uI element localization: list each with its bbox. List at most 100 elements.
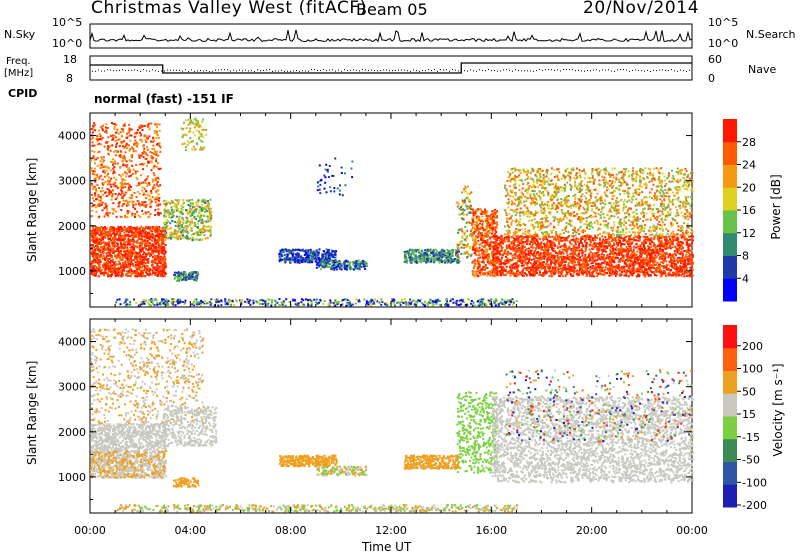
echo-cell [145, 271, 148, 274]
echo-cell [99, 256, 101, 259]
echo-cell [315, 254, 318, 257]
echo-cell [468, 245, 471, 248]
echo-cell [155, 250, 158, 253]
echo-cell [207, 200, 209, 202]
echo-cell [134, 257, 137, 260]
echo-cell [141, 163, 144, 166]
nave-dot [236, 70, 237, 72]
echo-cell [492, 220, 495, 223]
echo-cell [113, 230, 116, 233]
echo-cell [161, 227, 164, 230]
echo-cell [115, 178, 118, 181]
nave-dot [494, 70, 495, 72]
echo-cell [111, 242, 114, 245]
echo-cell [137, 153, 140, 156]
echo-cell [124, 265, 127, 268]
echo-cell [115, 210, 118, 213]
nave-dot [194, 70, 195, 72]
echo-cell [120, 245, 123, 248]
echo-cell [411, 251, 414, 254]
echo-cell [167, 220, 170, 223]
echo-cell [193, 134, 196, 137]
echo-cell [349, 267, 352, 270]
echo-cell [148, 272, 151, 275]
echo-cell [479, 226, 482, 229]
echo-cell [665, 260, 668, 263]
echo-cell [104, 228, 107, 231]
echo-cell [145, 157, 148, 160]
echo-cell [279, 259, 282, 261]
echo-cell [125, 230, 128, 233]
echo-cell [129, 274, 132, 277]
echo-cell [291, 258, 293, 261]
nave-dot [599, 70, 600, 72]
echo-cell [122, 199, 125, 202]
nave-dot [662, 69, 663, 71]
echo-cell [201, 218, 204, 221]
echo-cell [424, 249, 427, 252]
echo-cell [280, 251, 283, 254]
nave-dot [635, 69, 636, 71]
echo-cell [161, 258, 164, 261]
echo-cell [113, 208, 116, 211]
echo-cell [107, 236, 110, 239]
echo-cell [154, 247, 157, 250]
echo-cell [119, 249, 122, 252]
echo-cell [111, 194, 114, 197]
echo-cell [139, 131, 141, 134]
echo-cell [98, 129, 100, 132]
echo-cell [193, 222, 196, 224]
echo-cell [126, 168, 129, 171]
echo-cell [146, 148, 149, 151]
echo-cell [106, 147, 109, 150]
echo-cell [147, 259, 150, 262]
echo-cell [192, 210, 195, 213]
echo-cell [155, 204, 158, 207]
echo-cell [150, 200, 153, 203]
echo-cell [122, 255, 125, 258]
nave-dot [119, 69, 120, 71]
echo-cell [144, 239, 146, 242]
echo-cell [187, 232, 189, 235]
echo-cell [123, 154, 126, 157]
echo-cell [296, 248, 299, 251]
echo-cell [141, 249, 144, 252]
echo-cell [333, 268, 335, 271]
echo-cell [90, 244, 93, 247]
echo-cell [466, 196, 469, 199]
echo-cell [172, 232, 175, 235]
echo-cell [191, 207, 194, 210]
echo-cell [107, 149, 110, 152]
echo-cell [120, 209, 123, 211]
echo-cell [484, 268, 487, 271]
echo-cell [154, 227, 157, 230]
echo-cell [522, 242, 525, 245]
echo-cell [104, 241, 107, 244]
echo-cell [321, 253, 324, 256]
echo-cell [99, 190, 102, 193]
echo-cell [135, 210, 138, 213]
echo-cell [474, 228, 476, 231]
echo-cell [148, 227, 151, 230]
echo-cell [292, 257, 295, 260]
nave-dot [212, 70, 213, 72]
echo-cell [156, 126, 159, 129]
echo-cell [124, 253, 127, 256]
echo-cell [141, 258, 144, 261]
echo-cell [426, 253, 428, 256]
echo-cell [114, 235, 117, 238]
echo-cell [338, 267, 341, 270]
echo-cell [411, 250, 414, 253]
echo-cell [131, 200, 134, 203]
echo-cell [113, 227, 116, 230]
echo-cell [132, 204, 135, 206]
nave-dot [275, 70, 276, 72]
echo-cell [157, 272, 160, 275]
echo-cell [100, 234, 103, 237]
echo-cell [145, 197, 148, 200]
echo-cell [110, 256, 113, 259]
echo-cell [164, 226, 167, 229]
echo-cell [197, 222, 200, 225]
echo-cell [90, 159, 92, 162]
echo-cell [322, 261, 325, 264]
